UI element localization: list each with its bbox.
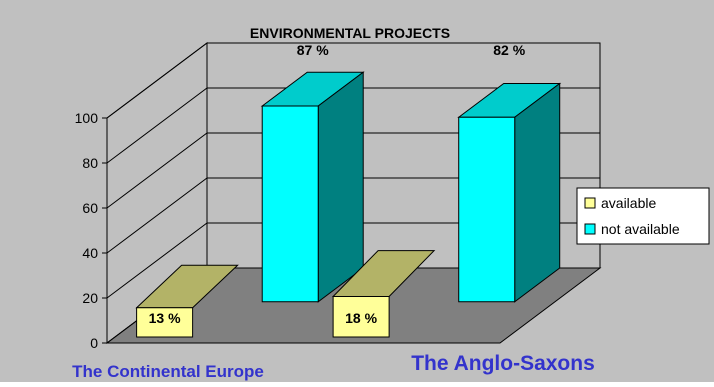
bars: [135, 71, 562, 338]
legend: available not available: [576, 187, 710, 245]
category-label: The Continental Europe: [72, 362, 264, 381]
bar-not-available: [458, 116, 516, 303]
legend-box: [576, 187, 710, 245]
category-label: The Anglo-Saxons: [411, 352, 595, 375]
y-tick-label: 0: [90, 335, 98, 351]
y-tick-label: 80: [82, 155, 98, 171]
bar-side-not-available: [317, 71, 364, 303]
bar-available: [136, 307, 194, 338]
bar-side-not-available: [514, 82, 561, 303]
y-tick-label: 60: [82, 200, 98, 216]
y-tick-label: 40: [82, 245, 98, 261]
y-tick-label: 100: [75, 110, 99, 126]
data-label: 18 %: [345, 310, 377, 326]
gridline: [106, 42, 600, 119]
legend-swatch: [584, 223, 596, 235]
bar-not-available: [261, 105, 319, 303]
category-labels: The Continental Europe The Anglo-Saxons: [72, 352, 595, 381]
data-labels: 13 % 87 % 18 % 82 %: [149, 42, 526, 326]
legend-label: not available: [601, 221, 680, 237]
legend-swatch: [584, 197, 596, 209]
chart-title: ENVIRONMENTAL PROJECTS: [250, 25, 450, 41]
legend-label: available: [601, 195, 656, 211]
data-label: 87 %: [297, 42, 329, 58]
gridline: [106, 87, 600, 164]
data-label: 82 %: [493, 42, 525, 58]
data-label: 13 %: [149, 310, 181, 326]
y-axis: 0 20 40 60 80 100: [75, 110, 108, 351]
y-tick-label: 20: [82, 290, 98, 306]
bar-available: [332, 296, 390, 338]
